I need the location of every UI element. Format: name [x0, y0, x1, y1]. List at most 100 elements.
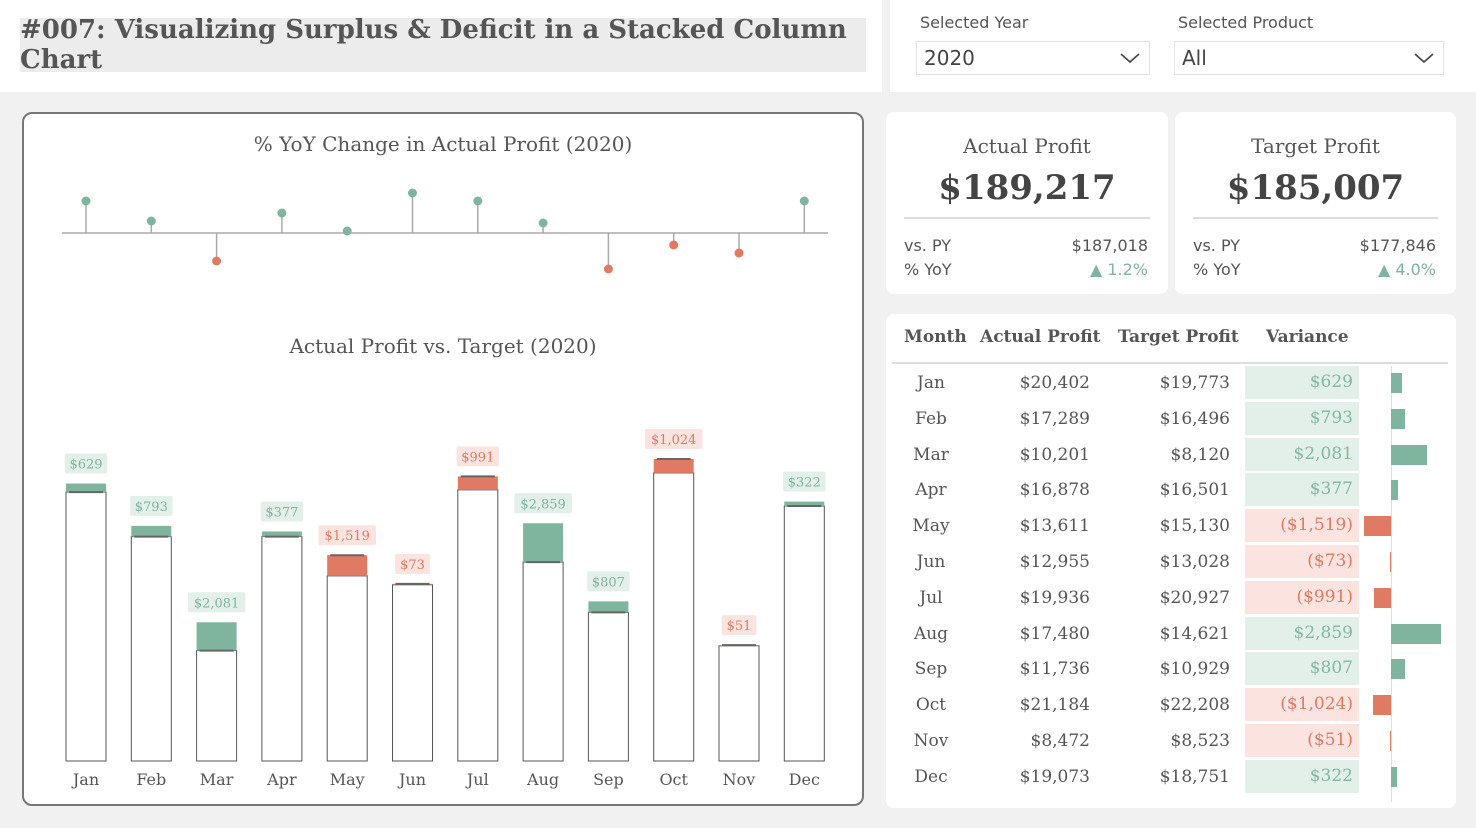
cell-target: $8,523 [1170, 731, 1230, 751]
column-header-actual[interactable]: Actual Profit [980, 327, 1101, 347]
cell-month: May [912, 516, 950, 537]
cell-month: Jan [917, 373, 945, 393]
data-label: $322 [788, 476, 821, 491]
data-label: $1,024 [651, 433, 697, 448]
surplus-segment [523, 523, 564, 563]
deficit-segment [327, 555, 368, 576]
surplus-segment [784, 501, 825, 506]
x-tick-label: Dec [789, 770, 820, 789]
cell-target: $15,130 [1159, 516, 1230, 537]
data-label: $807 [592, 575, 625, 590]
cell-variance: $377 [1245, 473, 1359, 507]
variance-bar [1391, 480, 1398, 501]
x-tick-label: Jun [397, 770, 426, 789]
column-base [392, 584, 433, 762]
variance-table: Month Actual Profit Target Profit Varian… [886, 314, 1456, 808]
table-row[interactable]: Oct $21,184 $22,208 ($1,024) [886, 687, 1456, 723]
cell-variance: ($73) [1245, 545, 1359, 578]
table-row[interactable]: Feb $17,289 $16,496 $793 [886, 401, 1456, 437]
kpi-actual-value: $189,217 [938, 168, 1116, 208]
cell-actual: $19,936 [1019, 587, 1090, 608]
kpi-divider [1193, 217, 1438, 219]
kpi-target-value: $185,007 [1226, 168, 1405, 208]
column-base [326, 575, 368, 762]
kpi-card-target: Target Profit $185,007 vs. PY $177,846 %… [1175, 112, 1456, 294]
kpi-target-label: Target Profit [1251, 134, 1380, 158]
column-base [653, 472, 695, 762]
cell-target: $10,929 [1159, 659, 1230, 680]
cell-variance: $629 [1245, 366, 1359, 399]
variance-bar [1364, 516, 1391, 537]
surplus-segment [196, 622, 237, 651]
column-header-month[interactable]: Month [904, 327, 967, 347]
cell-variance: ($991) [1245, 580, 1359, 614]
column-base [65, 491, 107, 762]
column-base [196, 650, 238, 762]
table-row[interactable]: Apr $16,878 $16,501 $377 [886, 472, 1456, 508]
chart-svg: $629 Jan $793 Feb $2,081 Mar $377 Apr $1,519 May $… [62, 188, 828, 789]
lollipop-point [473, 196, 483, 206]
year-select[interactable]: 2020 [916, 41, 1150, 75]
column-header-target[interactable]: Target Profit [1118, 327, 1239, 347]
cell-target: $16,496 [1159, 408, 1230, 429]
table-row[interactable]: Jun $12,955 $13,028 ($73) [886, 544, 1456, 580]
table-row[interactable]: Jan $20,402 $19,773 $629 [886, 365, 1456, 401]
x-tick-label: Jul [465, 770, 489, 789]
data-label: $377 [265, 505, 298, 520]
column-header-variance[interactable]: Variance [1266, 327, 1349, 347]
yoy-label: % YoY [1193, 260, 1241, 279]
x-tick-label: Aug [526, 770, 559, 789]
lollipop-point [342, 226, 352, 236]
data-label: $793 [135, 500, 168, 515]
lollipop-point [603, 264, 613, 274]
kpi-actual-yoy: % YoY ▲ 1.2% [904, 260, 1148, 279]
cell-month: Sep [914, 659, 948, 680]
chevron-down-icon [1414, 53, 1434, 64]
cell-actual: $10,201 [1019, 444, 1090, 465]
column-base [718, 645, 760, 762]
cell-target: $22,208 [1159, 695, 1230, 716]
cell-variance: ($1,024) [1245, 688, 1359, 722]
cell-actual: $13,611 [1019, 516, 1090, 537]
cell-target: $8,120 [1170, 444, 1230, 465]
cell-actual: $17,480 [1019, 623, 1090, 644]
table-row[interactable]: Jul $19,936 $20,927 ($991) [886, 580, 1456, 616]
data-label: $1,519 [324, 529, 370, 544]
table-row[interactable]: Sep $11,736 $10,929 $807 [886, 651, 1456, 687]
cell-actual: $12,955 [1019, 552, 1090, 572]
data-label: $73 [400, 558, 425, 573]
cell-target: $13,028 [1159, 552, 1230, 572]
cell-target: $20,927 [1159, 587, 1230, 608]
cell-actual: $17,289 [1019, 408, 1090, 429]
data-label: $2,081 [194, 596, 240, 611]
x-tick-label: Oct [659, 770, 688, 789]
lollipop-chart-title: % YoY Change in Actual Profit (2020) [253, 132, 633, 156]
table-row[interactable]: May $13,611 $15,130 ($1,519) [886, 508, 1456, 544]
kpi-card-actual: Actual Profit $189,217 vs. PY $187,018 %… [886, 112, 1168, 294]
x-tick-label: Nov [723, 770, 756, 789]
vs-py-label: vs. PY [904, 236, 952, 255]
table-row[interactable]: Nov $8,472 $8,523 ($51) [886, 723, 1456, 759]
table-row[interactable]: Mar $10,201 $8,120 $2,081 [886, 437, 1456, 473]
product-select-value: All [1182, 46, 1207, 70]
kpi-actual-label: Actual Profit [963, 134, 1091, 158]
variance-bar [1391, 659, 1406, 680]
lollipop-point [277, 208, 287, 218]
table-row[interactable]: Aug $17,480 $14,621 $2,859 [886, 616, 1456, 652]
cell-month: Jul [919, 587, 943, 608]
column-base [587, 611, 629, 762]
cell-actual: $20,402 [1019, 373, 1090, 393]
column-chart-title: Actual Profit vs. Target (2020) [289, 334, 597, 358]
product-select[interactable]: All [1174, 41, 1444, 75]
data-label-bg [456, 446, 499, 467]
data-label: $991 [461, 450, 494, 465]
lollipop-point [408, 188, 417, 198]
lollipop-point [81, 196, 91, 206]
data-label-bg [130, 495, 173, 516]
table-row[interactable]: Dec $19,073 $18,751 $322 [886, 759, 1456, 795]
data-label: $51 [727, 619, 752, 634]
cell-month: Apr [915, 480, 947, 501]
vs-py-value: $177,846 [1359, 236, 1436, 255]
surplus-segment [261, 531, 302, 537]
lollipop-point [146, 216, 156, 226]
